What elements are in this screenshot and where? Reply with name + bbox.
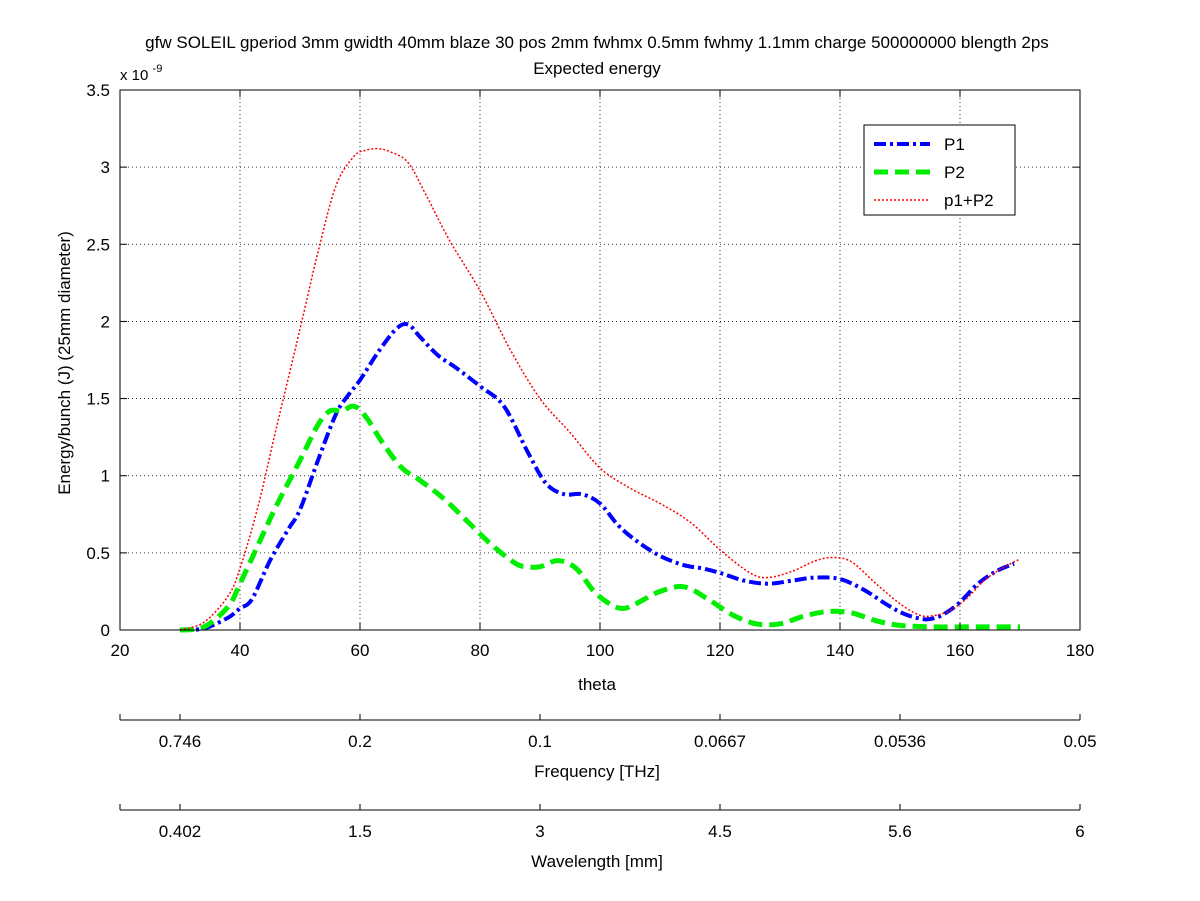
- secondary-axis-tick-label: 4.5: [708, 822, 732, 841]
- secondary-axis-label: Wavelength [mm]: [531, 852, 663, 871]
- chart-subtitle: Expected energy: [533, 59, 661, 78]
- x-tick-label: 160: [946, 641, 974, 660]
- x-tick-label: 140: [826, 641, 854, 660]
- x-tick-label: 120: [706, 641, 734, 660]
- y-tick-label: 2.5: [86, 235, 110, 254]
- secondary-axis-tick-label: 0.402: [159, 822, 202, 841]
- y-tick-label: 1: [101, 467, 110, 486]
- secondary-axis-tick-label: 5.6: [888, 822, 912, 841]
- legend: P1 P2 p1+P2: [863, 124, 1016, 216]
- y-multiplier-exponent: -9: [153, 63, 163, 75]
- secondary-axis-tick-label: 6: [1075, 822, 1084, 841]
- secondary-axis-tick-label: 1.5: [348, 822, 372, 841]
- secondary-axis-tick-label: 0.0536: [874, 732, 926, 751]
- chart-title: gfw SOLEIL gperiod 3mm gwidth 40mm blaze…: [145, 33, 1049, 52]
- secondary-axis-label: Frequency [THz]: [534, 762, 660, 781]
- x-tick-label: 100: [586, 641, 614, 660]
- y-axis-label: Energy/bunch (J) (25mm diameter): [55, 231, 74, 495]
- secondary-axes: 0.746 0.2 0.1 0.0667 0.0536 0.05 Frequency [TH…: [119, 714, 1097, 871]
- secondary-axis-tick-label: 0.2: [348, 732, 372, 751]
- x-tick-label: 60: [351, 641, 370, 660]
- x-axis-label: theta: [578, 675, 616, 694]
- y-multiplier: x 10 -9: [120, 63, 162, 84]
- x-tick-label: 180: [1066, 641, 1094, 660]
- y-tick-label: 3.5: [86, 81, 110, 100]
- legend-label: p1+P2: [944, 191, 994, 210]
- secondary-axis-tick-label: 0.05: [1063, 732, 1096, 751]
- y-multiplier-base: x 10: [120, 67, 148, 84]
- y-tick-label: 1.5: [86, 390, 110, 409]
- axis-ticks: 20 40 60 80 100 120 140 160 180 0 0.5 1 1.5 2 2.5 3 3.5: [86, 81, 1094, 660]
- secondary-axis-tick-label: 3: [535, 822, 544, 841]
- y-tick-label: 2: [101, 312, 110, 331]
- grid: [120, 90, 1080, 630]
- x-tick-label: 40: [231, 641, 250, 660]
- secondary-axis-tick-label: 0.746: [159, 732, 202, 751]
- series-line-p1: [179, 322, 1015, 632]
- legend-label: P2: [944, 163, 965, 182]
- y-tick-label: 0.5: [86, 544, 110, 563]
- secondary-axis-tick-label: 0.1: [528, 732, 552, 751]
- y-tick-label: 3: [101, 158, 110, 177]
- legend-box: [863, 124, 1016, 216]
- x-tick-label: 20: [111, 641, 130, 660]
- legend-label: P1: [944, 135, 965, 154]
- x-tick-label: 80: [471, 641, 490, 660]
- y-tick-label: 0: [101, 621, 110, 640]
- series-line-p2: [179, 403, 1020, 633]
- series-line-p1-p2: [179, 147, 1021, 631]
- secondary-axis-tick-label: 0.0667: [694, 732, 746, 751]
- plot-lines: [179, 147, 1021, 633]
